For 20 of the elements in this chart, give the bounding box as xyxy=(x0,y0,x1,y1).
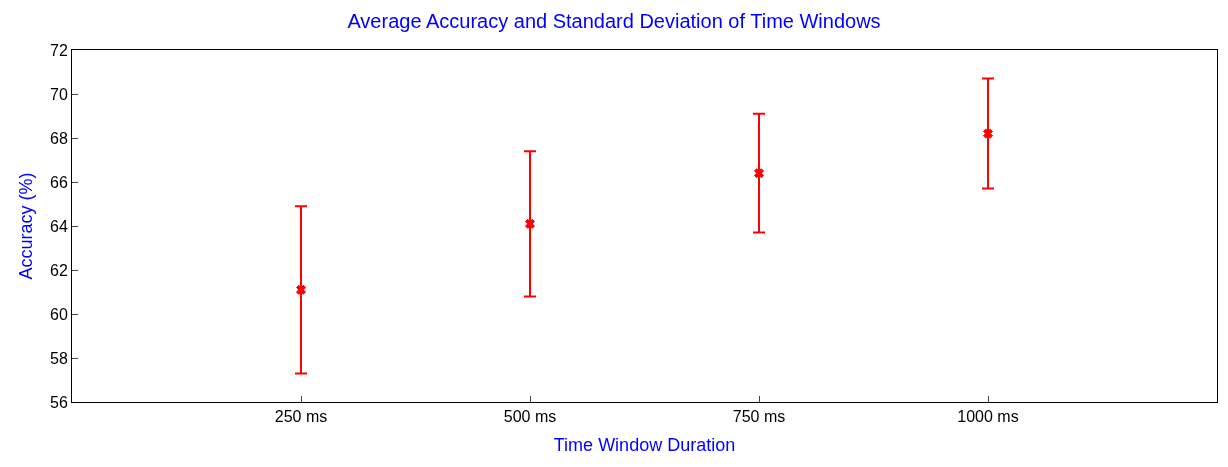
x-tick-label: 250 ms xyxy=(274,408,328,426)
y-tick-label: 64 xyxy=(50,217,68,235)
x-tick-label: 1000 ms xyxy=(957,408,1019,426)
x-tick-label: 500 ms xyxy=(503,408,557,426)
y-axis-title: Accuracy (%) xyxy=(16,172,37,280)
chart-title: Average Accuracy and Standard Deviation of Time Windows xyxy=(347,10,881,33)
y-tick-label: 58 xyxy=(50,349,68,367)
y-tick-label: 70 xyxy=(50,85,68,103)
x-tick-label: 750 ms xyxy=(732,408,786,426)
point xyxy=(524,218,536,229)
point xyxy=(295,284,307,295)
y-tick-label: 62 xyxy=(50,261,68,279)
point xyxy=(982,128,994,139)
point xyxy=(753,168,765,179)
y-tick-label: 60 xyxy=(50,305,68,323)
x-axis-title: Time Window Duration xyxy=(553,435,736,456)
y-tick-label: 56 xyxy=(50,393,68,411)
y-tick-label: 72 xyxy=(50,41,68,59)
y-tick-label: 68 xyxy=(50,129,68,147)
y-tick-label: 66 xyxy=(50,173,68,191)
